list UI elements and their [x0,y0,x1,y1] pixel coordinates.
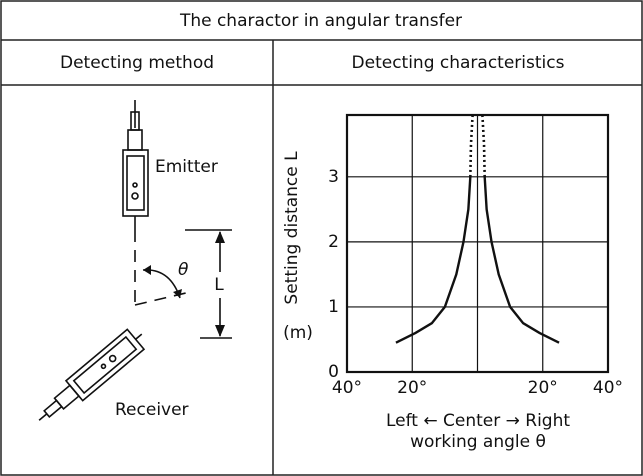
column-header: Detecting method [60,53,214,73]
y-tick-label: 0 [328,362,339,382]
chart: 0 1 2 3 40° 20° 20° 40° Setting distance L (m) Lef… [282,113,623,452]
x-tick-label: 40° [593,378,623,398]
receiver-label: Receiver [115,400,189,420]
x-tick-label: 20° [528,378,558,398]
angle-label: θ [178,260,189,280]
diagram: θ L Emitter Receiver [38,100,232,421]
receiver [38,328,146,421]
x-tick-label: 20° [397,378,427,398]
emitter-label: Emitter [155,157,218,177]
table-title: The charactor in angular transfer [179,11,462,31]
x-axis-label: Left ← Center → Right [386,411,570,431]
curve [395,176,472,344]
receiver-lens [108,354,117,363]
x-axis-label: working angle θ [410,432,546,452]
receiver-stem [135,333,143,340]
arrowhead [215,231,225,243]
column-header: Detecting characteristics [352,53,565,73]
emitter-lens [131,192,139,200]
arrowhead [143,265,151,275]
y-axis-label: Setting distance L [282,151,302,305]
curve [469,114,474,177]
arrowhead [215,325,225,337]
distance-label: L [214,275,224,295]
receiver-led [100,363,107,370]
receiver-body [72,335,138,395]
arrowhead [173,289,182,298]
y-tick-label: 1 [328,297,339,317]
plot-frame [345,113,610,374]
receiver-plug [38,413,48,421]
angle-arc [142,269,181,299]
curve [481,114,486,177]
y-axis-unit: (m) [283,323,313,343]
emitter-body [126,155,145,211]
curve [483,176,560,344]
axis-line [134,291,191,306]
receiver-plug [53,384,80,411]
emitter-led [132,182,138,188]
x-tick-label: 40° [332,378,362,398]
y-tick-label: 2 [328,232,339,252]
y-tick-label: 3 [328,167,339,187]
emitter-plug [127,129,143,151]
